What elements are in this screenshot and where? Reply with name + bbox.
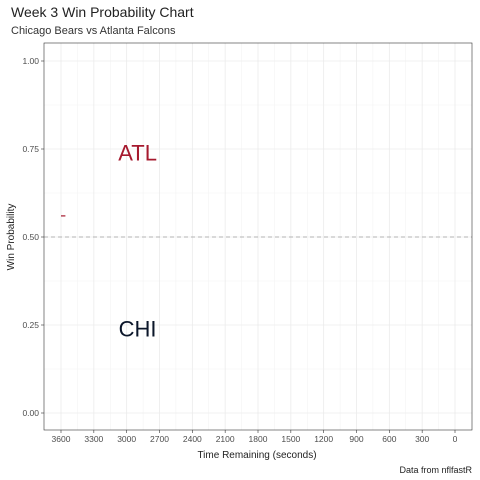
x-tick-label: 2100 bbox=[216, 434, 235, 444]
team-label-chi: CHI bbox=[119, 317, 157, 342]
x-tick-label: 0 bbox=[453, 434, 458, 444]
chart-subtitle: Chicago Bears vs Atlanta Falcons bbox=[11, 25, 176, 37]
y-tick-label: 0.75 bbox=[22, 144, 39, 154]
y-tick-label: 0.00 bbox=[22, 408, 39, 418]
x-tick-label: 900 bbox=[349, 434, 363, 444]
x-tick-label: 600 bbox=[382, 434, 396, 444]
x-tick-label: 1200 bbox=[314, 434, 333, 444]
x-tick-label: 1500 bbox=[281, 434, 300, 444]
x-tick-label: 2400 bbox=[183, 434, 202, 444]
chart-caption: Data from nflfastR bbox=[399, 465, 472, 475]
y-tick-label: 1.00 bbox=[22, 56, 39, 66]
y-axis-title: Win Probability bbox=[6, 204, 17, 271]
plot-area: 3600 3300 3000 2700 2400 2100 1800 1500 1200 900 6… bbox=[22, 42, 473, 444]
chart-title: Week 3 Win Probability Chart bbox=[11, 4, 194, 20]
y-tick-label: 0.25 bbox=[22, 320, 39, 330]
team-label-atl: ATL bbox=[118, 141, 157, 166]
x-axis-title: Time Remaining (seconds) bbox=[197, 450, 316, 461]
x-tick-label: 3600 bbox=[52, 434, 71, 444]
x-tick-label: 3300 bbox=[84, 434, 103, 444]
x-tick-label: 2700 bbox=[150, 434, 169, 444]
x-tick-label: 3000 bbox=[117, 434, 136, 444]
y-tick-label: 0.50 bbox=[22, 232, 39, 242]
x-tick-label: 1800 bbox=[249, 434, 268, 444]
x-tick-label: 300 bbox=[415, 434, 429, 444]
